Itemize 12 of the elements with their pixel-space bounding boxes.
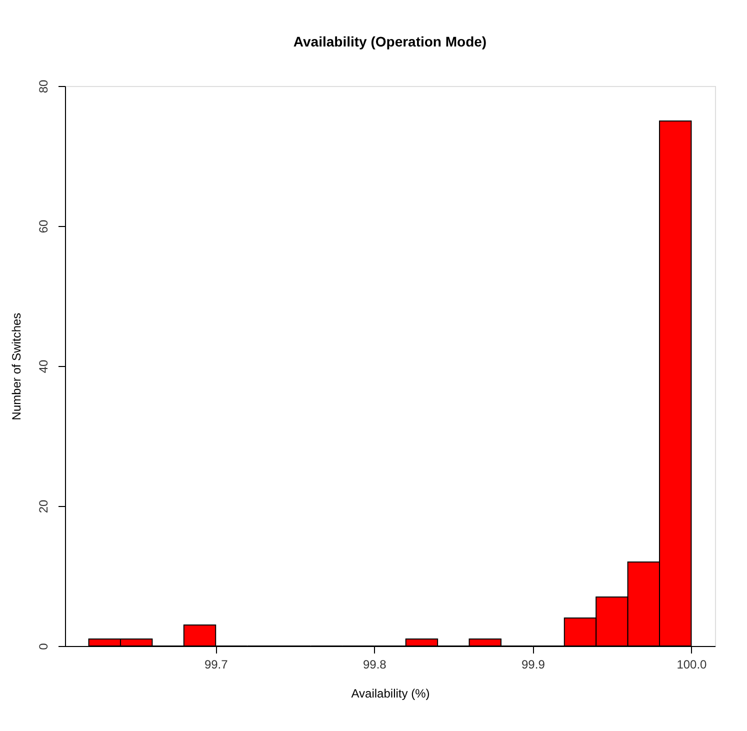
x-tick-label: 99.7	[204, 658, 228, 672]
y-tick-label: 80	[36, 80, 50, 94]
x-tick-label: 99.8	[362, 658, 387, 672]
y-axis-title: Number of Switches	[10, 312, 24, 420]
x-tick-label: 99.9	[522, 658, 546, 672]
x-tick-label: 100.0	[676, 658, 708, 672]
y-tick-label: 40	[36, 360, 50, 374]
y-tick-label: 0	[36, 642, 50, 650]
x-axis-title: Availability (%)	[351, 686, 430, 700]
chart-title: Availability (Operation Mode)	[293, 33, 487, 50]
y-tick-label: 20	[36, 500, 50, 514]
y-tick-label: 60	[36, 220, 50, 234]
